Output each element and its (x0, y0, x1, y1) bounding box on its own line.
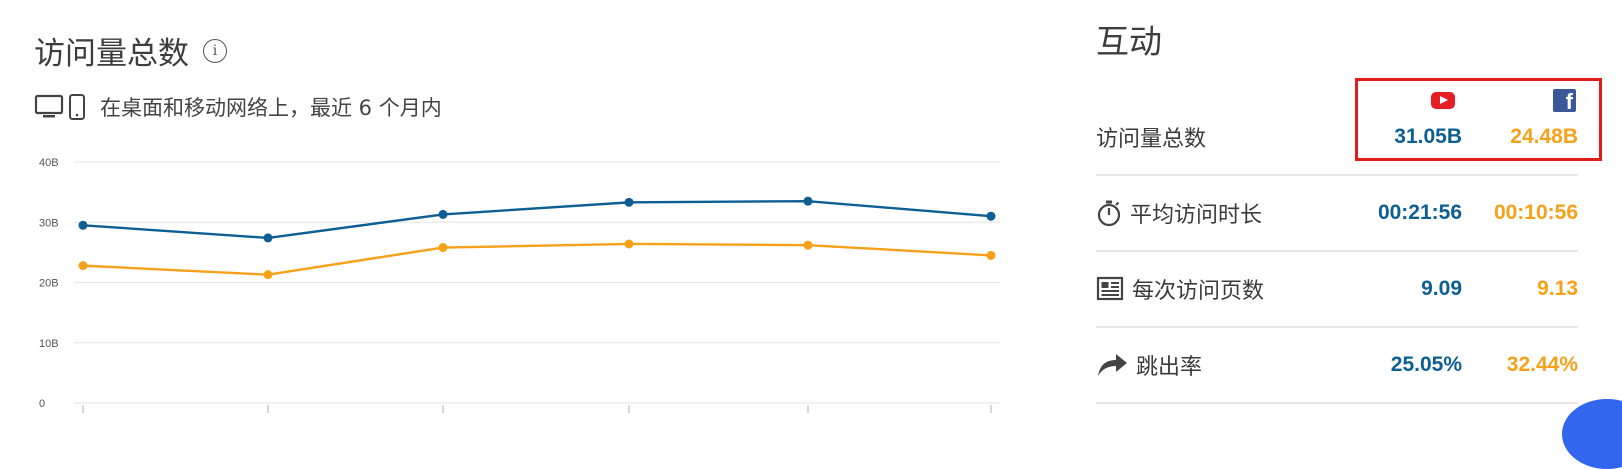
facebook-value: 9.13 (1537, 277, 1578, 300)
row-pages-per-visit: 每次访问页数 9.09 9.13 (1096, 252, 1578, 328)
youtube-value: 31.05B (1394, 125, 1462, 148)
y-tick-label: 30B (39, 217, 59, 229)
desktop-icon (34, 94, 64, 118)
youtube-icon[interactable] (1431, 92, 1455, 109)
youtube-value: 25.05% (1390, 353, 1462, 376)
facebook-value: 24.48B (1510, 125, 1578, 148)
row-label-text: 跳出率 (1136, 355, 1203, 380)
info-icon[interactable]: i (203, 38, 227, 63)
data-point (986, 211, 996, 221)
visits-title-text: 访问量总数 (34, 36, 189, 72)
y-tick-label: 0 (39, 398, 45, 410)
facebook-value: 00:10:56 (1493, 201, 1578, 224)
data-point (263, 233, 273, 243)
row-bounce-rate: 跳出率 25.05% 32.44% (1096, 328, 1578, 404)
data-point (624, 239, 634, 249)
row-label: 跳出率 (1096, 349, 1578, 381)
bounce-arrow-icon (1098, 354, 1127, 376)
youtube-value: 9.09 (1421, 277, 1462, 300)
data-point (803, 240, 813, 250)
data-point (263, 270, 273, 280)
data-point (78, 220, 88, 230)
visits-title: 访问量总数 i (34, 28, 227, 73)
device-icons (34, 93, 86, 121)
data-point (438, 243, 448, 253)
data-point (986, 250, 996, 260)
data-point (624, 197, 634, 207)
series-line (82, 199, 992, 240)
scroll-to-top-button[interactable] (1562, 399, 1622, 469)
visits-subtitle: 在桌面和移动网络上，最近 6 个月内 (34, 92, 442, 122)
row-label-text: 平均访问时长 (1130, 203, 1263, 228)
data-point (438, 209, 448, 219)
highlight-box (1355, 78, 1602, 161)
y-tick-label: 40B (39, 157, 59, 169)
row-total-visits: 访问量总数 31.05B 24.48B (1096, 100, 1578, 176)
subtitle-text: 在桌面和移动网络上，最近 6 个月内 (100, 96, 442, 120)
stopwatch-icon (1097, 200, 1121, 227)
pages-icon (1096, 276, 1124, 301)
facebook-value: 32.44% (1506, 353, 1578, 376)
data-point (803, 196, 813, 206)
facebook-icon[interactable]: f (1553, 89, 1576, 112)
mobile-icon (69, 94, 85, 120)
row-label: 每次访问页数 (1096, 273, 1578, 305)
row-label: 平均访问时长 (1096, 197, 1578, 229)
youtube-value: 00:21:56 (1377, 201, 1462, 224)
row-label-text: 访问量总数 (1096, 127, 1207, 152)
row-avg-duration: 平均访问时长 00:21:56 00:10:56 (1096, 176, 1578, 252)
series-line (82, 242, 992, 276)
engagement-title: 互动 (1096, 22, 1162, 61)
data-point (78, 261, 88, 271)
y-tick-label: 20B (39, 278, 59, 290)
y-tick-label: 10B (39, 338, 59, 350)
row-label-text: 每次访问页数 (1132, 279, 1265, 304)
visits-line-chart: 40B 30B 20B 10B 0 (39, 157, 1000, 413)
row-label: 访问量总数 (1096, 121, 1578, 153)
